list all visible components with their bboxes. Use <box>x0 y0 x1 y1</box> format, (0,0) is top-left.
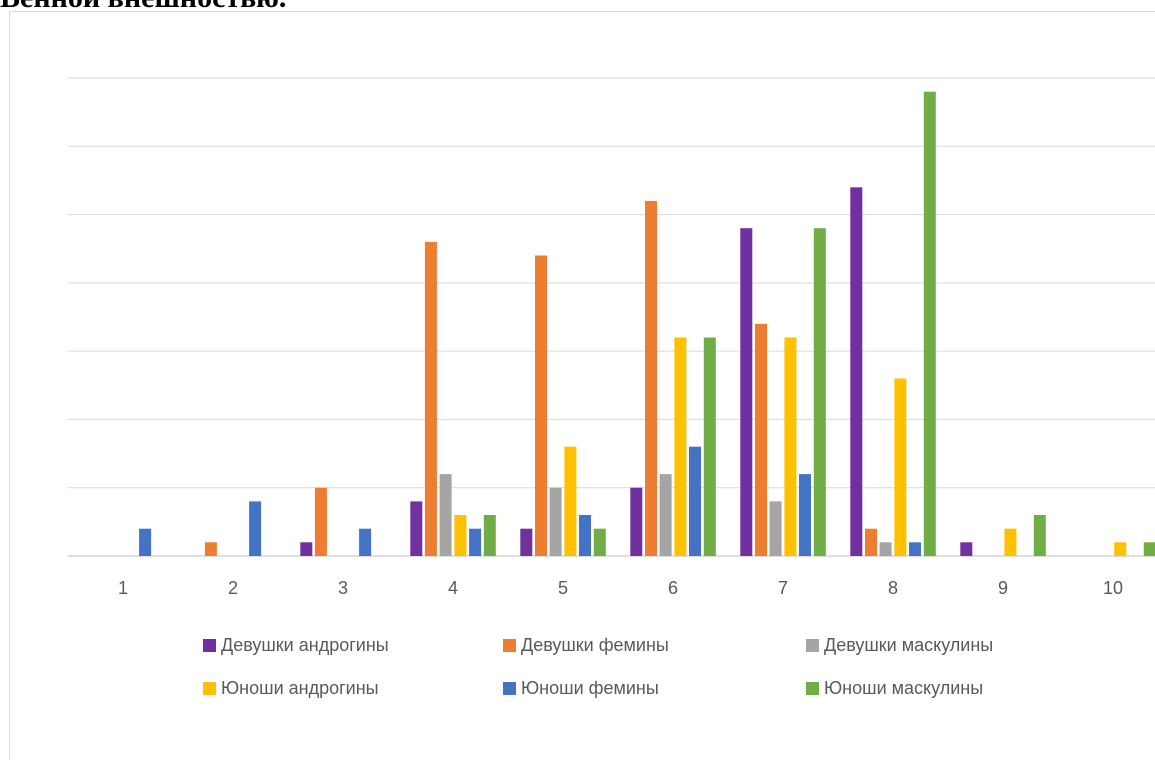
bar <box>579 515 591 556</box>
bar <box>923 91 936 556</box>
x-tick-labels: 1 2 3 4 5 6 7 8 9 10 <box>118 578 1123 598</box>
bar <box>740 228 753 556</box>
page-heading: Bенной внешностью. <box>0 0 286 15</box>
bar <box>850 187 863 557</box>
bar <box>520 528 533 556</box>
bar <box>960 542 973 556</box>
bar <box>454 515 467 556</box>
bar <box>314 487 327 556</box>
bar <box>1004 528 1017 556</box>
x-tick-label: 10 <box>1103 578 1123 598</box>
bar <box>865 528 877 556</box>
bar <box>799 474 811 556</box>
bar <box>1114 542 1127 556</box>
bar <box>630 487 643 556</box>
x-tick-label: 3 <box>338 578 348 598</box>
x-tick-label: 8 <box>888 578 898 598</box>
bar <box>535 255 547 556</box>
x-tick-label: 2 <box>228 578 238 598</box>
bar <box>674 337 687 556</box>
bar <box>894 378 907 556</box>
bar <box>689 446 701 556</box>
bar <box>593 528 606 556</box>
bar <box>755 323 767 556</box>
bar <box>1033 515 1046 556</box>
bar <box>424 241 437 556</box>
x-tick-label: 7 <box>778 578 788 598</box>
bar <box>549 487 562 556</box>
bar <box>564 446 577 556</box>
bar <box>703 337 716 556</box>
grid-lines <box>68 77 1155 557</box>
bar <box>300 542 313 556</box>
x-tick-label: 4 <box>448 578 458 598</box>
bar <box>249 501 262 556</box>
bar <box>909 542 921 556</box>
x-tick-label: 5 <box>558 578 568 598</box>
bar <box>645 200 657 556</box>
bar <box>1143 542 1155 556</box>
bar <box>659 474 672 556</box>
bar <box>769 501 782 556</box>
bar <box>784 337 797 556</box>
bar <box>204 542 217 556</box>
bar <box>359 528 372 556</box>
bar <box>879 542 892 556</box>
bar <box>439 474 452 556</box>
chart-frame <box>9 11 1155 760</box>
bar <box>410 501 423 556</box>
x-tick-label: 1 <box>118 578 128 598</box>
x-tick-label: 9 <box>998 578 1008 598</box>
x-tick-label: 6 <box>668 578 678 598</box>
bar <box>139 528 152 556</box>
bar <box>483 515 496 556</box>
bar <box>813 228 826 556</box>
bars <box>139 91 1155 557</box>
bar <box>469 528 482 556</box>
